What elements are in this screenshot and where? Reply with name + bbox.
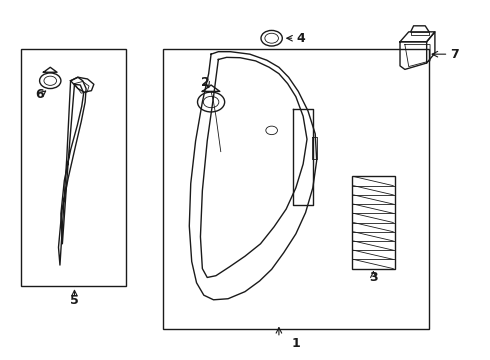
Text: 6: 6: [35, 89, 44, 102]
Text: 4: 4: [296, 32, 305, 45]
Bar: [352, 176, 395, 269]
Text: 3: 3: [369, 271, 378, 284]
Text: 7: 7: [450, 48, 459, 61]
Text: 2: 2: [201, 76, 210, 89]
Bar: [163, 49, 429, 329]
Text: 5: 5: [70, 294, 79, 307]
Text: 1: 1: [292, 337, 300, 350]
Bar: [21, 49, 126, 286]
